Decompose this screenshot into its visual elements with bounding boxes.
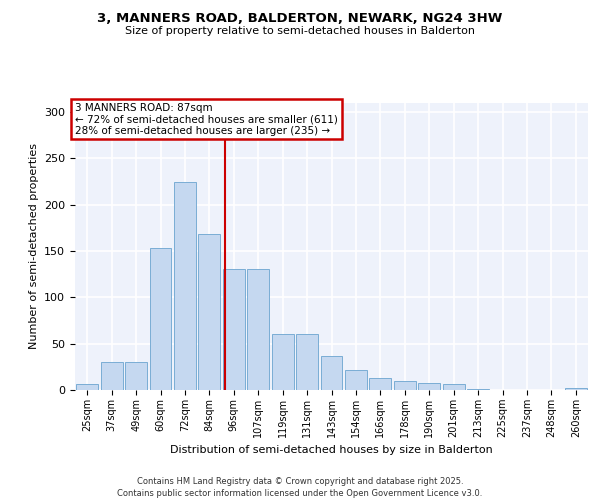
Bar	[272, 334, 293, 390]
Bar	[223, 270, 245, 390]
Bar	[394, 380, 416, 390]
Bar	[149, 248, 172, 390]
Bar	[76, 384, 98, 390]
Bar	[296, 334, 318, 390]
Bar	[174, 182, 196, 390]
Bar	[320, 356, 343, 390]
Bar	[125, 362, 147, 390]
Bar	[345, 370, 367, 390]
Bar	[443, 384, 464, 390]
Text: 3, MANNERS ROAD, BALDERTON, NEWARK, NG24 3HW: 3, MANNERS ROAD, BALDERTON, NEWARK, NG24…	[97, 12, 503, 26]
Bar	[199, 234, 220, 390]
Bar	[101, 362, 122, 390]
Y-axis label: Number of semi-detached properties: Number of semi-detached properties	[29, 143, 38, 350]
Text: Contains HM Land Registry data © Crown copyright and database right 2025.
Contai: Contains HM Land Registry data © Crown c…	[118, 476, 482, 498]
Bar	[565, 388, 587, 390]
Bar	[467, 389, 489, 390]
Bar	[370, 378, 391, 390]
X-axis label: Distribution of semi-detached houses by size in Balderton: Distribution of semi-detached houses by …	[170, 446, 493, 456]
Bar	[418, 382, 440, 390]
Bar	[247, 270, 269, 390]
Text: Size of property relative to semi-detached houses in Balderton: Size of property relative to semi-detach…	[125, 26, 475, 36]
Text: 3 MANNERS ROAD: 87sqm
← 72% of semi-detached houses are smaller (611)
28% of sem: 3 MANNERS ROAD: 87sqm ← 72% of semi-deta…	[75, 102, 338, 136]
